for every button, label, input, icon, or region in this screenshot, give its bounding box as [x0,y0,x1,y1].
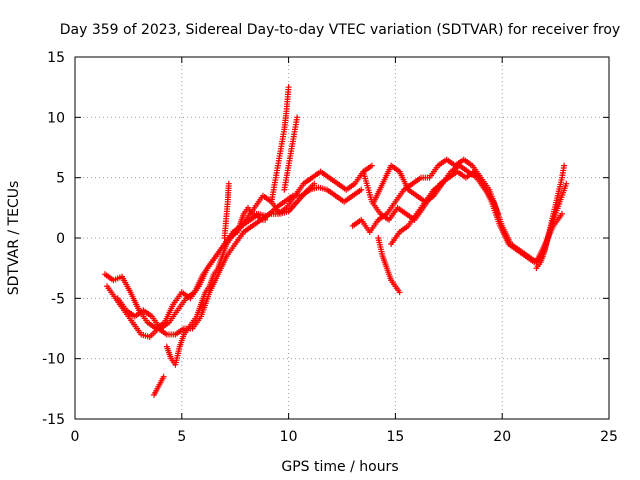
series-track-14 [533,162,568,272]
series-track-6 [221,180,232,241]
series-track-9 [375,235,403,296]
y-tick-label: 5 [56,171,65,187]
y-tick-label: 10 [47,110,65,126]
x-tick-label: 15 [386,429,404,445]
data-point [368,162,375,169]
series-track-4 [151,373,167,398]
data-point [285,84,292,91]
data-point [311,180,318,187]
data-point [563,180,570,187]
data-point [561,162,568,169]
axis-ticks: 0 5 10 15 20 25 -15 -10 -5 0 5 10 15 [42,50,618,445]
data-point [225,180,232,187]
y-tick-label: -10 [42,352,65,368]
y-tick-label: 0 [56,231,65,247]
grid [75,57,609,419]
data-point [160,373,167,380]
series-track-8 [281,114,301,193]
data-point [262,216,269,223]
x-tick-label: 10 [280,429,298,445]
data-point [559,210,566,217]
x-tick-label: 0 [71,429,80,445]
x-tick-label: 25 [600,429,618,445]
y-tick-label: -5 [51,291,65,307]
data-point [439,180,446,187]
chart-title: Day 359 of 2023, Sidereal Day-to-day VTE… [60,22,620,38]
data-point [358,186,365,193]
data-points [101,84,570,398]
y-tick-label: -15 [42,412,65,428]
data-point [294,114,301,121]
x-axis-label: GPS time / hours [281,459,398,475]
x-tick-label: 5 [177,429,186,445]
data-point [396,289,403,296]
series-track-3 [114,180,318,332]
y-axis-label: SDTVAR / TECUs [6,181,22,296]
series-track-7 [268,84,292,205]
series-track-13 [388,180,446,248]
series-track-5 [163,204,269,368]
y-tick-label: 15 [47,50,65,66]
x-tick-label: 20 [493,429,511,445]
